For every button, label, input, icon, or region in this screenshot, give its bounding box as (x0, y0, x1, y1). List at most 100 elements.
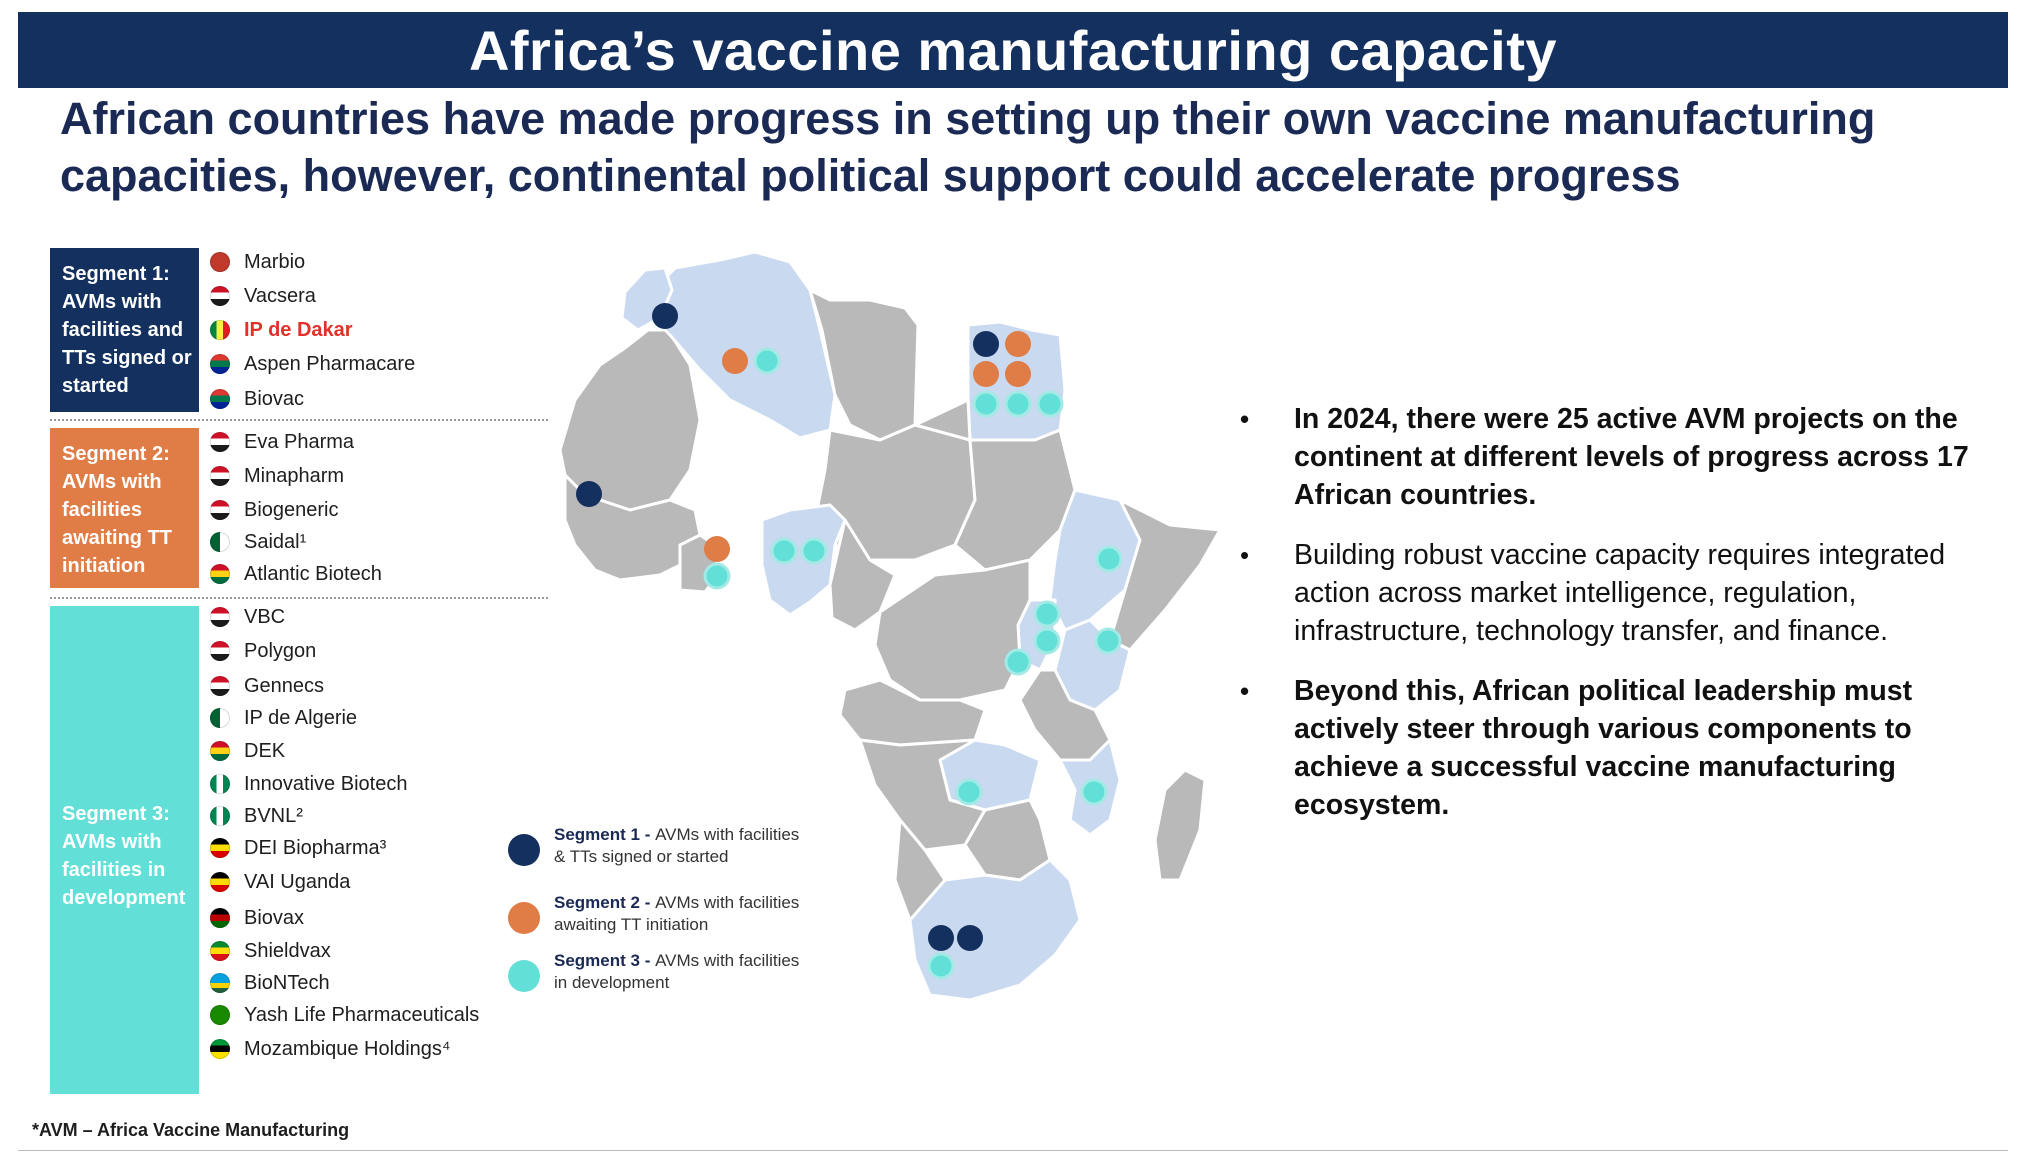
segment-2-label: Segment 2: AVMs with facilities awaiting… (62, 443, 172, 577)
legend-desc: AVMs with facilities in development (554, 951, 800, 992)
segment-3-marker (1095, 545, 1123, 573)
company-item: VAI Uganda (210, 866, 350, 898)
segment-3-marker (800, 537, 828, 565)
page-title: Africa’s vaccine manufacturing capacity (468, 18, 1558, 82)
africa-map (560, 250, 1222, 1002)
company-name: IP de Dakar (244, 318, 353, 341)
company-item: Shieldvax (210, 935, 331, 967)
egypt-flag-icon (210, 286, 230, 306)
company-item: Eva Pharma (210, 426, 354, 458)
segment-3-marker (1004, 648, 1032, 676)
company-item: Biogeneric (210, 494, 339, 526)
company-name: IP de Algerie (244, 706, 358, 729)
company-item: Vacsera (210, 280, 316, 312)
company-name: Polygon (244, 639, 317, 662)
segment-3-marker (955, 778, 983, 806)
uganda-flag-icon (210, 872, 230, 892)
company-name: Biogeneric (244, 498, 339, 521)
segment-2-marker (1005, 331, 1031, 357)
segment-divider (50, 419, 548, 421)
company-name: VAI Uganda (244, 870, 351, 893)
nigeria-flag-icon (210, 774, 230, 794)
egypt-flag-icon (210, 676, 230, 696)
company-item: Aspen Pharmacare (210, 348, 415, 380)
legend-title: Segment 2 - (554, 893, 656, 912)
segment-3-marker (972, 390, 1000, 418)
segment-3-markers (703, 347, 1123, 980)
company-name: BioNTech (244, 971, 330, 994)
segment-divider (50, 597, 548, 599)
segment-1-marker (652, 303, 678, 329)
segment-3-marker (1080, 778, 1108, 806)
company-item: Atlantic Biotech (210, 558, 382, 590)
segment-3-marker (1033, 627, 1061, 655)
company-name: Gennecs (244, 674, 325, 697)
segment-3-box: Segment 3: AVMs with facilities in devel… (50, 606, 199, 1094)
ethiopia-flag-icon (210, 941, 230, 961)
company-item: Yash Life Pharmaceuticals (210, 999, 479, 1031)
company-name: Mozambique Holdings⁴ (244, 1037, 451, 1060)
legend-text: Segment 3 - AVMs with facilities in deve… (554, 950, 814, 994)
company-name: Biovax (244, 906, 305, 929)
segment-3-marker (1004, 390, 1032, 418)
company-name: Minapharm (244, 464, 345, 487)
company-item: Saidal¹ (210, 526, 306, 558)
legend-dot-icon (508, 902, 540, 934)
key-points: • In 2024, there were 25 active AVM proje… (1240, 400, 1980, 846)
footnote: *AVM – Africa Vaccine Manufacturing (32, 1120, 350, 1140)
map-region (1153, 768, 1207, 882)
egypt-flag-icon (210, 466, 230, 486)
company-name: Innovative Biotech (244, 772, 408, 795)
bottom-divider (18, 1150, 2008, 1151)
segment-1-box: Segment 1: AVMs with facilities and TTs … (50, 248, 199, 412)
egypt-flag-icon (210, 641, 230, 661)
ghana-flag-icon (210, 741, 230, 761)
company-item: IP de Algerie (210, 702, 357, 734)
segment-2-marker (704, 536, 730, 562)
company-name: Vacsera (244, 284, 316, 307)
legend-desc: AVMs with facilities & TTs signed or sta… (554, 825, 800, 866)
bullet-dot-icon: • (1240, 676, 1250, 706)
company-item: BioNTech (210, 967, 330, 999)
segment-2-marker (973, 361, 999, 387)
map-region (873, 558, 1032, 702)
legend-text: Segment 1 - AVMs with facilities & TTs s… (554, 824, 814, 868)
company-item: VBC (210, 601, 285, 633)
bullet-text: Beyond this, African political leadershi… (1294, 675, 1913, 821)
senegal-flag-icon (210, 320, 230, 340)
company-item: Biovac (210, 383, 304, 415)
segment-3-marker (1036, 390, 1064, 418)
mozambique-flag-icon (210, 1039, 230, 1059)
segment-2-box: Segment 2: AVMs with facilities awaiting… (50, 428, 199, 588)
company-name: VBC (244, 605, 286, 628)
egypt-flag-icon (210, 607, 230, 627)
segment-3-marker (770, 537, 798, 565)
segment-2-marker (1005, 361, 1031, 387)
segment-3-marker (753, 347, 781, 375)
company-name: Aspen Pharmacare (244, 352, 416, 375)
segment-2-marker (722, 348, 748, 374)
legend-dot-icon (508, 960, 540, 992)
uganda-flag-icon (210, 838, 230, 858)
south-africa-flag-icon (210, 389, 230, 409)
company-item: Polygon (210, 635, 316, 667)
company-item: Marbio (210, 246, 305, 278)
segment-1-marker (957, 925, 983, 951)
segment-3-marker (1033, 600, 1061, 628)
company-item: Biovax (210, 902, 304, 934)
company-item: DEK (210, 735, 285, 767)
egypt-flag-icon (210, 500, 230, 520)
page-subtitle: African countries have made progress in … (60, 93, 1876, 201)
bullet-item: • Building robust vaccine capacity requir… (1240, 536, 1980, 650)
bullet-dot-icon: • (1240, 404, 1250, 434)
company-name: Saidal¹ (244, 530, 307, 553)
map-region (828, 518, 897, 632)
company-item: Gennecs (210, 670, 324, 702)
algeria-flag-icon (210, 708, 230, 728)
legend-item-segment-2: Segment 2 - AVMs with facilities awaitin… (508, 892, 814, 936)
bullet-item: • In 2024, there were 25 active AVM proje… (1240, 400, 1980, 514)
segment-1-marker (928, 925, 954, 951)
company-name: Marbio (244, 250, 306, 273)
nigeria-flag-icon (210, 806, 230, 826)
map-region (838, 678, 987, 747)
